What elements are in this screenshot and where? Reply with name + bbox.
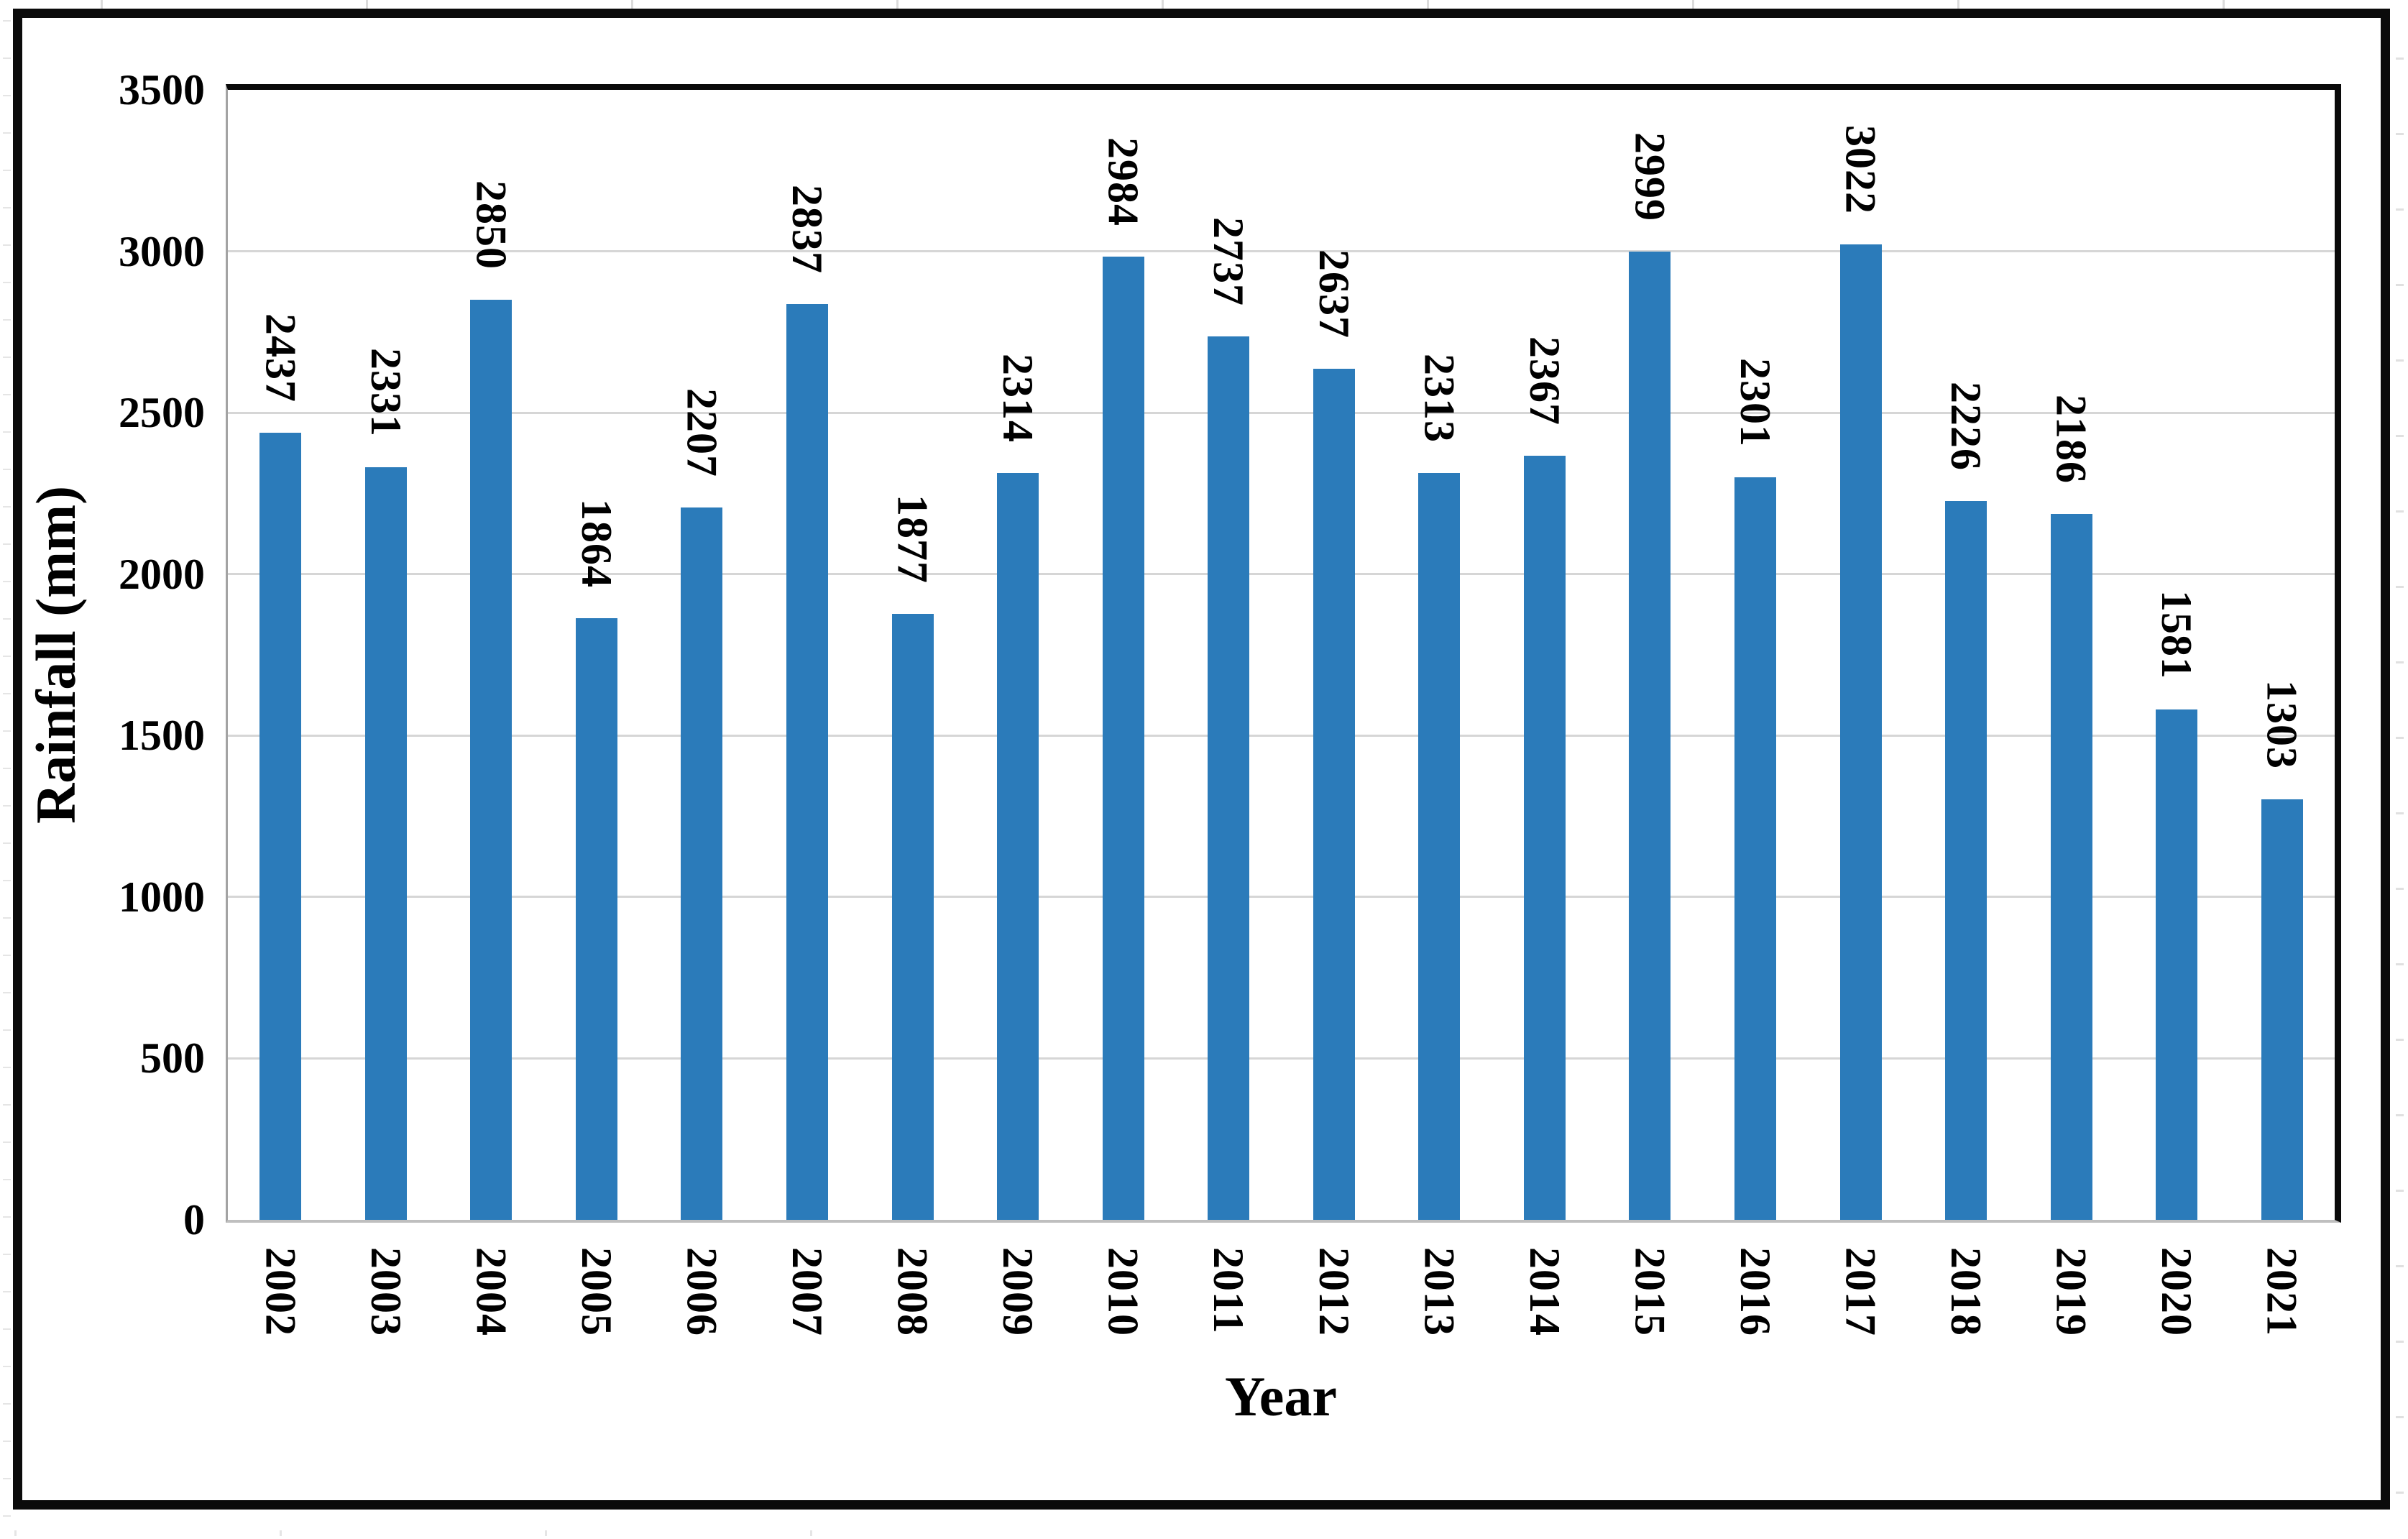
x-tick-label: 2018: [1942, 1247, 1990, 1336]
gridline: [228, 896, 2335, 899]
x-tick-label: 2006: [678, 1247, 726, 1336]
bar-value-label: 2186: [2047, 395, 2095, 484]
bar-value-label: 2207: [678, 387, 726, 477]
y-tick-label: 2500: [119, 389, 205, 437]
bar-2004: [470, 299, 513, 1220]
bar-value-label: 2314: [994, 353, 1042, 443]
bar-value-label: 2331: [362, 348, 410, 438]
gridline: [228, 411, 2335, 414]
bar-value-label: 1303: [2258, 679, 2306, 769]
bar-2009: [997, 472, 1039, 1220]
bar-2015: [1629, 252, 1671, 1220]
ruler-ticks-bottom: [14, 1530, 1021, 1536]
y-tick-label: 0: [183, 1196, 205, 1244]
bar-2002: [259, 433, 302, 1220]
bar-2018: [1945, 501, 1987, 1220]
x-tick-label: 2020: [2153, 1247, 2201, 1336]
ruler-ticks-top: [101, 0, 2394, 9]
x-tick-label: 2015: [1626, 1247, 1674, 1336]
x-tick-label: 2003: [362, 1247, 410, 1336]
x-tick-label: 2008: [888, 1247, 937, 1336]
gridline: [228, 734, 2335, 737]
bar-value-label: 1864: [572, 498, 620, 588]
x-tick-label: 2014: [1520, 1247, 1568, 1336]
gridline: [228, 250, 2335, 253]
bar-2006: [681, 507, 723, 1220]
y-tick-label: 3500: [119, 66, 205, 114]
bar-value-label: 2984: [1099, 137, 1147, 226]
bar-2021: [2261, 799, 2303, 1220]
x-tick-label: 2012: [1310, 1247, 1358, 1336]
y-tick-label: 1500: [119, 712, 205, 760]
x-tick-label: 2021: [2258, 1247, 2306, 1336]
bar-value-label: 2850: [467, 180, 515, 270]
x-tick-label: 2013: [1415, 1247, 1463, 1336]
x-tick-label: 2002: [257, 1247, 305, 1336]
bar-2005: [575, 617, 617, 1220]
y-tick-label: 500: [140, 1034, 205, 1083]
bar-2016: [1734, 477, 1776, 1220]
plot-area: 2437 2331 2850 1864 2207 2837 1877 2314 2984 2737…: [226, 84, 2341, 1223]
bar-value-label: 2837: [783, 184, 832, 274]
bar-2019: [2050, 514, 2092, 1220]
bar-value-label: 2437: [257, 313, 305, 403]
ruler-ticks-left: [3, 20, 11, 1517]
x-tick-label: 2011: [1205, 1247, 1253, 1334]
bar-value-label: 2301: [1731, 357, 1779, 447]
gridline: [228, 573, 2335, 576]
x-tick-label: 2010: [1099, 1247, 1147, 1336]
bar-2003: [364, 467, 407, 1220]
y-tick-label: 1000: [119, 873, 205, 921]
x-tick-label: 2019: [2047, 1247, 2095, 1336]
x-tick-label: 2016: [1731, 1247, 1779, 1336]
bar-value-label: 2226: [1942, 382, 1990, 472]
bar-2014: [1523, 455, 1566, 1220]
y-axis-title-text: Rainfall (mm): [24, 485, 87, 824]
ruler-ticks-right: [2396, 58, 2404, 1517]
bar-2007: [786, 303, 829, 1220]
bar-value-label: 1581: [2153, 589, 2201, 679]
y-tick-label: 3000: [119, 227, 205, 275]
bar-2013: [1418, 473, 1461, 1220]
x-tick-label: 2017: [1837, 1247, 1885, 1336]
bar-value-label: 2637: [1310, 249, 1358, 339]
bar-2011: [1208, 336, 1250, 1220]
bar-2017: [1839, 244, 1882, 1220]
x-tick-label: 2005: [572, 1247, 620, 1336]
bar-value-label: 2367: [1520, 336, 1568, 426]
bar-value-label: 2313: [1415, 354, 1463, 444]
x-tick-label: 2007: [783, 1247, 832, 1336]
x-tick-label: 2009: [994, 1247, 1042, 1336]
bar-2012: [1313, 368, 1355, 1220]
bar-value-label: 3022: [1837, 124, 1885, 214]
bar-value-label: 2999: [1626, 132, 1674, 222]
bar-value-label: 2737: [1205, 216, 1253, 306]
bar-value-label: 1877: [888, 494, 937, 584]
bar-2010: [1102, 256, 1144, 1220]
bar-2020: [2156, 709, 2198, 1220]
x-axis-title: Year: [1225, 1365, 1337, 1428]
y-tick-label: 2000: [119, 550, 205, 598]
bar-2008: [891, 613, 934, 1220]
gridline: [228, 1057, 2335, 1060]
x-tick-label: 2004: [467, 1247, 515, 1336]
